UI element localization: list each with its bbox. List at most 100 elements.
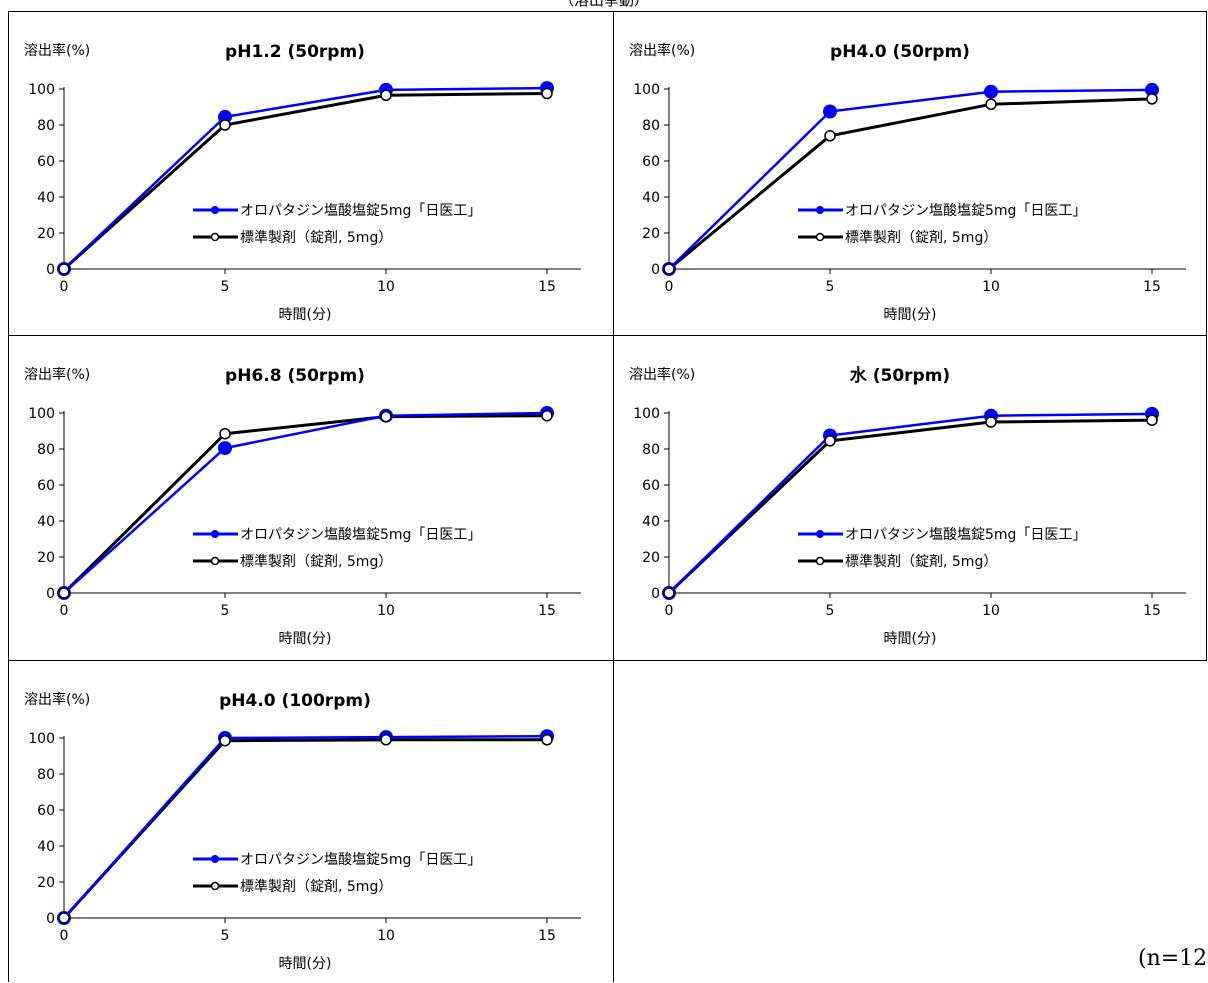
y-tick-label: 100 — [633, 406, 660, 422]
chart-panel-water: 溶出率(%) 水 (50rpm) 時間(分) 0 20 40 60 80 100 0 5 10 15 オロ… — [615, 357, 1205, 647]
chart-title: 水 (50rpm) — [850, 365, 950, 386]
reference-series-line — [63, 92, 548, 271]
y-axis-label: 溶出率(%) — [629, 366, 695, 383]
reference-series-line — [667, 418, 1153, 595]
grid-divider-vertical — [613, 11, 614, 982]
test-series-line — [668, 88, 1153, 270]
reference-series-point — [219, 734, 231, 747]
y-tick-label: 0 — [651, 586, 660, 602]
y-tick-label: 60 — [642, 154, 660, 170]
reference-series-point — [219, 119, 231, 131]
test-series-point — [218, 109, 232, 124]
test-series-point — [984, 84, 998, 99]
y-tick-label: 100 — [28, 731, 55, 747]
y-tick-label: 0 — [46, 586, 55, 602]
test-series-line — [668, 412, 1153, 594]
reference-series-point — [380, 734, 392, 746]
legend-reference-marker — [210, 556, 220, 566]
chart-title: pH6.8 (50rpm) — [225, 366, 365, 386]
y-axis-label: 溶出率(%) — [24, 691, 90, 708]
y-tick-label: 80 — [37, 767, 55, 783]
y-tick-label: 60 — [642, 478, 660, 494]
x-axis-label: 時間(分) — [884, 307, 937, 323]
legend-test-label: オロパタジン塩酸塩錠5mg「日医工」 — [240, 527, 481, 543]
y-tick-label: 80 — [642, 118, 660, 134]
legend-reference-marker — [815, 556, 825, 566]
reference-series-point — [58, 912, 70, 924]
y-tick-label: 60 — [37, 803, 55, 819]
test-series-point — [1145, 82, 1159, 97]
chart-water: 溶出率(%) 水 (50rpm) 時間(分) 0 20 40 60 80 100 0 5 10 15 オロ… — [629, 365, 1186, 647]
reference-series-point — [58, 263, 70, 275]
chart-ph4.0-100: 溶出率(%) pH4.0 (100rpm) 時間(分) 0 20 40 60 80 100 0 5 1… — [24, 691, 581, 972]
legend-test-marker — [211, 206, 219, 214]
y-tick-label: 40 — [642, 190, 660, 206]
y-tick-label: 100 — [28, 406, 55, 422]
chart-title: pH1.2 (50rpm) — [225, 42, 365, 62]
x-tick-label: 0 — [60, 928, 69, 944]
reference-series-point — [1146, 414, 1158, 426]
y-axis-label: 溶出率(%) — [24, 366, 90, 383]
chart-panel-ph4.0-100: 溶出率(%) pH4.0 (100rpm) 時間(分) 0 20 40 60 80 100 0 5 1… — [10, 682, 600, 972]
reference-series-point — [985, 416, 997, 428]
grid-border-left — [8, 11, 9, 982]
x-tick-label: 0 — [665, 279, 674, 295]
x-tick-label: 15 — [1143, 279, 1161, 295]
test-series-point — [823, 104, 837, 119]
y-tick-label: 100 — [633, 82, 660, 98]
chart-ph1.2: 溶出率(%) pH1.2 (50rpm) 時間(分) 0 20 40 60 80 100 0 5 10… — [24, 42, 581, 323]
grid-divider-row2 — [8, 660, 1207, 661]
reference-series-point — [824, 130, 836, 142]
x-tick-label: 10 — [377, 928, 395, 944]
legend-test-label: オロパタジン塩酸塩錠5mg「日医工」 — [240, 203, 481, 219]
y-tick-label: 40 — [37, 839, 55, 855]
x-tick-label: 5 — [221, 603, 230, 619]
x-tick-label: 5 — [221, 928, 230, 944]
x-tick-label: 0 — [665, 603, 674, 619]
chart-panel-ph4.0-50: 溶出率(%) pH4.0 (50rpm) 時間(分) 0 20 40 60 80 100 0 5 10… — [615, 33, 1205, 323]
reference-series-line — [668, 97, 1153, 271]
y-tick-label: 80 — [37, 118, 55, 134]
y-tick-label: 60 — [37, 478, 55, 494]
y-tick-label: 40 — [642, 514, 660, 530]
y-tick-label: 60 — [37, 154, 55, 170]
y-tick-label: 40 — [37, 190, 55, 206]
x-tick-label: 15 — [538, 279, 556, 295]
x-tick-label: 15 — [1143, 603, 1161, 619]
grid-border-right — [1206, 11, 1207, 661]
x-axis-label: 時間(分) — [279, 307, 332, 323]
y-tick-label: 40 — [37, 514, 55, 530]
legend-reference-label: 標準製剤（錠剤, 5mg） — [845, 554, 997, 570]
y-tick-label: 0 — [46, 911, 55, 927]
test-series-line — [63, 734, 548, 919]
reference-series-point — [380, 89, 392, 102]
legend-test-label: オロパタジン塩酸塩錠5mg「日医工」 — [845, 203, 1086, 219]
legend-reference-label: 標準製剤（錠剤, 5mg） — [240, 230, 392, 246]
x-tick-label: 0 — [60, 603, 69, 619]
reference-series-point — [663, 263, 675, 275]
chart-ph6.8: 溶出率(%) pH6.8 (50rpm) 時間(分) 0 20 40 60 80 100 0 5 10… — [24, 366, 581, 647]
legend-reference-marker — [210, 881, 220, 891]
legend-test-marker — [816, 530, 824, 538]
reference-series-point — [663, 587, 675, 599]
y-tick-label: 0 — [46, 262, 55, 278]
reference-series-point — [1146, 93, 1158, 105]
grid-divider-row1 — [8, 335, 1207, 336]
x-tick-label: 15 — [538, 928, 556, 944]
legend-test-marker — [816, 206, 824, 214]
reference-series-point — [541, 409, 553, 422]
y-tick-label: 20 — [37, 550, 55, 566]
legend-reference-marker — [210, 232, 220, 242]
y-tick-label: 20 — [642, 550, 660, 566]
page-title: （溶出挙動） — [558, 0, 649, 9]
x-tick-label: 10 — [982, 603, 1000, 619]
y-tick-label: 0 — [651, 262, 660, 278]
x-tick-label: 10 — [377, 603, 395, 619]
y-tick-label: 20 — [642, 226, 660, 242]
y-tick-label: 20 — [37, 226, 55, 242]
reference-series-point — [824, 435, 836, 447]
reference-series-point — [541, 734, 553, 746]
legend-reference-label: 標準製剤（錠剤, 5mg） — [845, 230, 997, 246]
test-series-line — [63, 411, 548, 594]
test-series-line — [63, 86, 548, 270]
